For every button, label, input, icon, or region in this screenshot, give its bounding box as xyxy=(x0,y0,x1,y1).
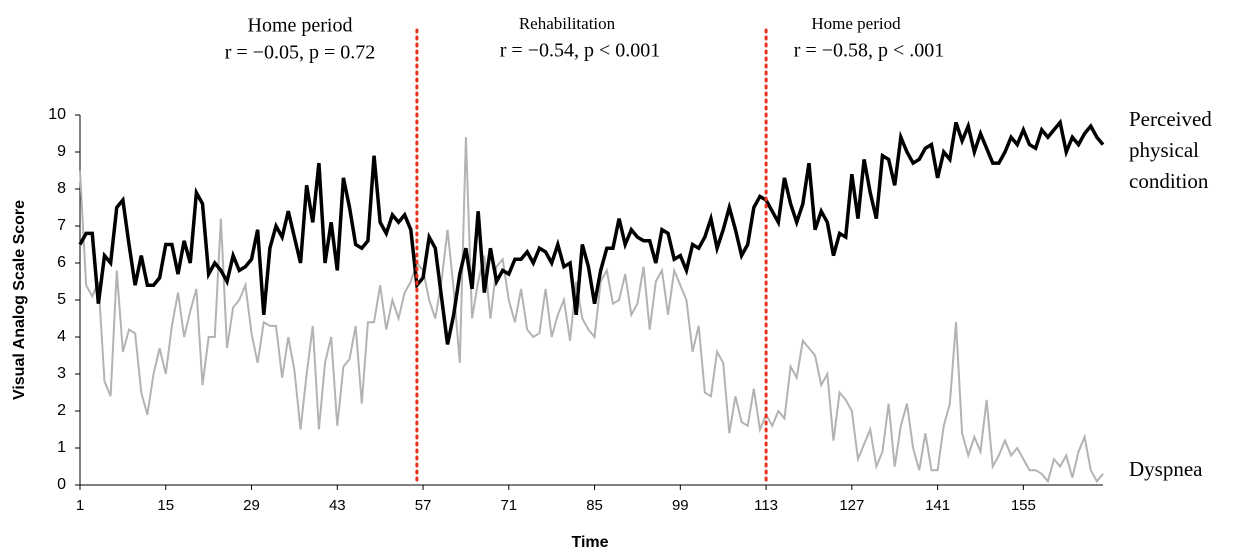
series-line xyxy=(79,137,1104,484)
period-stat: r = −0.58, p < .001 xyxy=(794,40,945,62)
x-tick-label: 29 xyxy=(243,497,260,514)
y-tick-label: 5 xyxy=(57,291,66,308)
x-axis-title: Time xyxy=(571,534,608,551)
x-tick-label: 71 xyxy=(500,497,517,514)
series-label: Perceived physical condition xyxy=(1129,107,1212,193)
x-tick-label: 113 xyxy=(754,497,778,514)
y-tick-label: 4 xyxy=(57,328,66,345)
period-stat: r = −0.05, p = 0.72 xyxy=(225,42,376,64)
x-tick-label: 141 xyxy=(925,497,950,514)
x-tick-label: 85 xyxy=(586,497,603,514)
series-label: Dyspnea xyxy=(1129,457,1203,481)
y-tick-label: 2 xyxy=(57,402,66,419)
y-tick-label: 10 xyxy=(48,106,66,123)
period-title: Home period xyxy=(811,14,901,33)
series-line xyxy=(78,118,1105,345)
x-tick-label: 57 xyxy=(415,497,432,514)
period-title: Rehabilitation xyxy=(519,14,616,33)
y-axis-title: Visual Analog Scale Score xyxy=(11,200,28,400)
y-tick-label: 6 xyxy=(57,254,66,271)
y-tick-label: 3 xyxy=(57,365,66,382)
period-stat: r = −0.54, p < 0.001 xyxy=(500,40,661,62)
y-tick-label: 1 xyxy=(57,439,66,456)
y-tick-label: 8 xyxy=(57,180,66,197)
period-title: Home period xyxy=(248,15,353,37)
y-tick-label: 9 xyxy=(57,143,66,160)
x-tick-label: 127 xyxy=(839,497,864,514)
x-tick-label: 43 xyxy=(329,497,346,514)
x-tick-label: 15 xyxy=(157,497,174,514)
x-tick-label: 1 xyxy=(76,497,84,514)
y-tick-label: 7 xyxy=(57,217,66,234)
y-tick-label: 0 xyxy=(57,476,66,493)
x-tick-label: 155 xyxy=(1011,497,1036,514)
x-tick-label: 99 xyxy=(672,497,689,514)
